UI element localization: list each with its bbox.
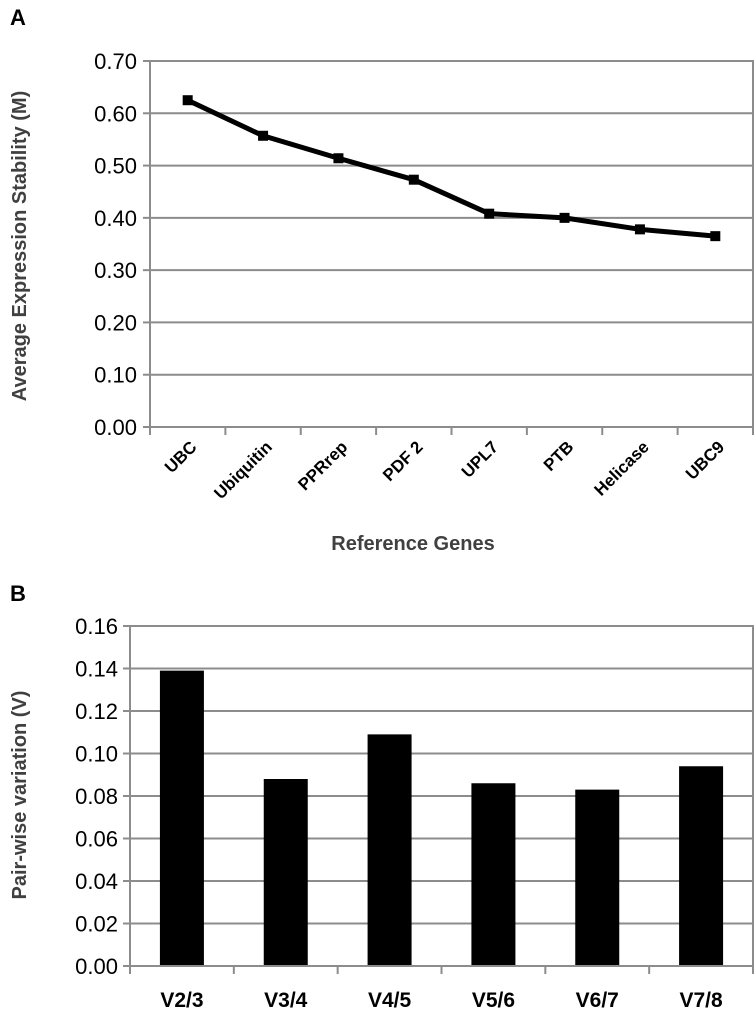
- panel-b-y-tick-label: 0.14: [75, 657, 118, 682]
- panel-b-y-tick-label: 0.00: [75, 954, 118, 979]
- panel-b-y-tick-label: 0.08: [75, 784, 118, 809]
- panel-a-y-tick-label: 0.30: [94, 258, 137, 283]
- panel-a-x-tick-label: PTB: [540, 437, 577, 474]
- panel-b-axes: [123, 625, 754, 974]
- panel-a-x-tick-label: Ubiquitin: [210, 437, 276, 503]
- panel-b-bar: [471, 783, 516, 966]
- panel-a-x-tick-label: UPL7: [458, 437, 502, 481]
- panel-b-y-tick-label: 0.06: [75, 827, 118, 852]
- panel-a-y-ticks: 0.00 0.10 0.20 0.30 0.40 0.50 0.60 0.70: [94, 49, 137, 440]
- panel-b-y-tick-label: 0.02: [75, 912, 118, 937]
- panel-b-letter: B: [10, 581, 26, 606]
- panel-a-y-tick-label: 0.70: [94, 49, 137, 74]
- panel-b-bar: [679, 766, 724, 966]
- panel-a-series-line: [186, 97, 716, 239]
- panel-b-y-ticks: 0.00 0.02 0.04 0.06 0.08 0.10 0.12 0.14 0.16: [75, 614, 118, 979]
- panel-b-x-tick-label: V4/5: [368, 989, 412, 1012]
- panel-a-x-tick-label: UBC9: [682, 437, 728, 483]
- panel-b-bars: [159, 670, 724, 966]
- panel-b-bar: [367, 734, 412, 966]
- panel-b-x-tick-label: V5/6: [472, 989, 515, 1012]
- panel-b-bar: [159, 670, 204, 966]
- panel-a-x-ticks: UBC Ubiquitin PPRrep PDF 2 UPL7 PTB Helicase UB…: [161, 437, 728, 503]
- panel-a-axes: [143, 60, 754, 435]
- panel-a-y-tick-label: 0.60: [94, 101, 137, 126]
- panel-a-x-tick-label: Helicase: [591, 437, 653, 499]
- panel-a-data-point: [182, 95, 193, 106]
- panel-a-data-point: [484, 208, 495, 219]
- panel-a-x-tick-label: PPRrep: [294, 437, 351, 494]
- panel-a-data-point: [634, 224, 645, 235]
- panel-b-y-tick-label: 0.16: [75, 614, 118, 639]
- panel-b-x-tick-label: V7/8: [679, 989, 723, 1012]
- panel-a-y-axis-label: Average Expression Stability (M): [9, 91, 31, 401]
- panel-a-data-point: [710, 231, 721, 242]
- panel-a-plot-frame: [149, 60, 754, 428]
- panel-b-bar: [575, 789, 620, 966]
- panel-a-y-tick-label: 0.00: [94, 415, 137, 440]
- panel-b-y-axis-label: Pair-wise variation (V): [9, 691, 31, 900]
- panel-a-y-tick-label: 0.10: [94, 363, 137, 388]
- panel-a-line-chart: A 0.00 0.10 0.20 0.30 0.40 0.50 0.60 0.70 UBC Ub…: [9, 5, 754, 555]
- panel-a-x-axis-label: Reference Genes: [331, 533, 494, 555]
- panel-b-bar: [263, 779, 308, 966]
- panel-b-x-tick-label: V6/7: [576, 989, 619, 1012]
- panel-a-gridlines: [150, 60, 753, 376]
- panel-b-y-tick-label: 0.04: [75, 869, 118, 894]
- panel-b-y-tick-label: 0.12: [75, 699, 118, 724]
- panel-a-letter: A: [10, 5, 26, 30]
- panel-a-data-point: [559, 212, 570, 223]
- panel-b-x-ticks: V2/3 V3/4 V4/5 V5/6 V6/7 V7/8: [160, 989, 723, 1012]
- panel-a-y-tick-label: 0.50: [94, 154, 137, 179]
- panel-b-y-tick-label: 0.10: [75, 742, 118, 767]
- panel-a-data-point: [258, 130, 269, 141]
- panel-a-x-tick-label: UBC: [161, 437, 200, 476]
- panel-b-bar-chart: B 0.00 0.02 0.04 0.06 0.08 0.10 0.12 0.14 0.16 V…: [9, 581, 754, 1012]
- panel-b-x-tick-label: V3/4: [264, 989, 308, 1012]
- panel-b-gridlines: [130, 625, 753, 925]
- panel-a-y-tick-label: 0.40: [94, 206, 137, 231]
- panel-a-data-point: [408, 174, 419, 185]
- panel-a-y-tick-label: 0.20: [94, 310, 137, 335]
- panel-a-data-point: [333, 153, 344, 164]
- panel-a-x-tick-label: PDF 2: [379, 437, 427, 485]
- panel-a-series: [182, 95, 721, 242]
- panel-b-x-tick-label: V2/3: [160, 989, 203, 1012]
